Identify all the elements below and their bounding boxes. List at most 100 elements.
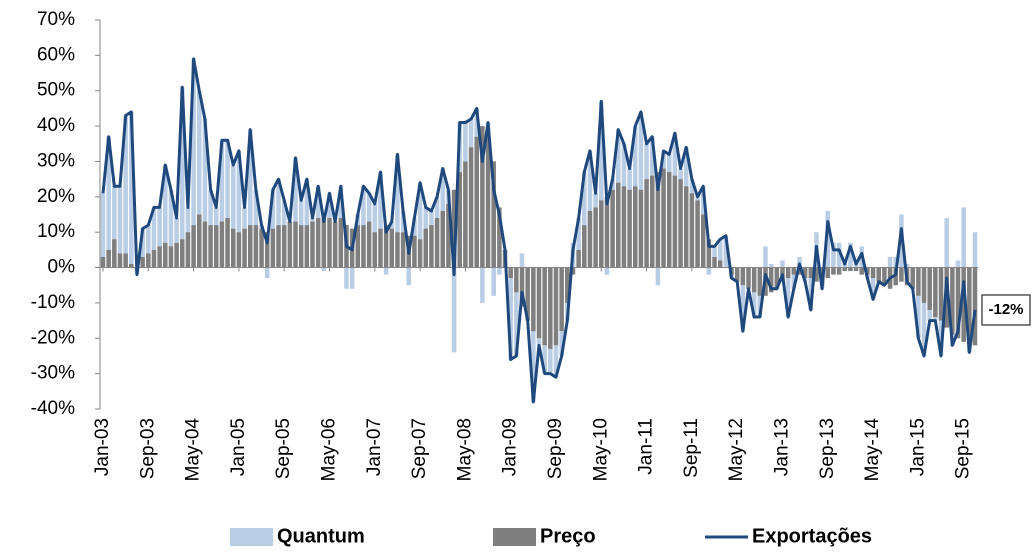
preco-bar bbox=[180, 239, 185, 268]
preco-bar bbox=[666, 172, 672, 268]
preco-bar bbox=[853, 267, 859, 272]
export-line bbox=[101, 57, 977, 404]
preco-bar bbox=[632, 186, 638, 268]
quantum-bar bbox=[230, 164, 236, 229]
quantum-bar bbox=[276, 179, 281, 226]
legend-label: Exportações bbox=[752, 525, 872, 547]
preco-bar bbox=[463, 161, 468, 268]
preco-bar bbox=[281, 225, 287, 268]
preco-bar bbox=[553, 267, 559, 346]
preco-bar bbox=[536, 267, 542, 339]
quantum-bar bbox=[298, 200, 304, 226]
preco-bar bbox=[213, 225, 219, 268]
x-tick-label: Jan-13 bbox=[771, 418, 792, 476]
preco-bar bbox=[638, 189, 644, 268]
preco-bar bbox=[712, 256, 717, 268]
preco-bar bbox=[191, 225, 196, 268]
quantum-bar bbox=[429, 210, 434, 226]
quantum-bar bbox=[327, 193, 332, 219]
preco-bar bbox=[163, 242, 168, 268]
preco-bar bbox=[757, 267, 763, 296]
quantum-bar bbox=[712, 246, 717, 257]
quantum-bar bbox=[666, 154, 672, 173]
preco-bar bbox=[423, 228, 429, 268]
quantum-bar bbox=[497, 267, 502, 275]
y-tick-label: -20% bbox=[31, 327, 75, 348]
preco-bar bbox=[146, 253, 151, 268]
preco-bar bbox=[270, 228, 276, 268]
quantum-bar bbox=[163, 164, 168, 243]
preco-bar bbox=[802, 267, 808, 279]
quantum-bar bbox=[174, 218, 179, 243]
preco-bar bbox=[587, 210, 593, 268]
quantum-bar bbox=[717, 239, 723, 261]
quantum-bar bbox=[576, 218, 581, 250]
quantum-bar bbox=[213, 207, 219, 226]
preco-bar bbox=[593, 207, 598, 268]
preco-bar bbox=[525, 267, 530, 321]
preco-bar bbox=[123, 253, 128, 268]
preco-bar bbox=[785, 267, 791, 279]
preco-bar bbox=[655, 172, 661, 268]
quantum-bar bbox=[751, 292, 757, 318]
quantum-bar bbox=[780, 260, 785, 268]
y-tick-label: 0% bbox=[48, 257, 76, 278]
preco-bar bbox=[797, 267, 802, 275]
preco-bar bbox=[366, 221, 372, 268]
quantum-bar bbox=[689, 179, 695, 194]
preco-bar bbox=[253, 225, 259, 268]
x-tick-label: May-14 bbox=[862, 418, 883, 482]
quantum-bar bbox=[140, 228, 145, 257]
quantum-bar bbox=[706, 267, 712, 275]
quantum-bar bbox=[281, 200, 287, 226]
preco-bar bbox=[310, 221, 315, 268]
quantum-bar bbox=[361, 186, 366, 226]
quantum-bar bbox=[417, 182, 423, 240]
preco-bar bbox=[542, 267, 547, 346]
preco-bar bbox=[876, 267, 882, 282]
preco-bar bbox=[508, 267, 513, 279]
preco-bar bbox=[202, 221, 208, 268]
x-tick-label: May-10 bbox=[590, 418, 611, 481]
quantum-bar bbox=[723, 235, 729, 268]
preco-bar bbox=[485, 133, 491, 268]
preco-bar bbox=[287, 221, 293, 268]
x-tick-label: May-08 bbox=[454, 418, 475, 481]
y-tick-label: 10% bbox=[37, 221, 75, 242]
preco-bar bbox=[808, 267, 814, 279]
preco-bar bbox=[582, 225, 587, 268]
preco-bar bbox=[706, 239, 712, 268]
preco-bar bbox=[117, 253, 123, 268]
quantum-bar bbox=[225, 140, 230, 219]
preco-bar bbox=[972, 267, 978, 346]
quantum-bar bbox=[349, 267, 355, 289]
quantum-bar bbox=[270, 189, 276, 229]
preco-bar bbox=[751, 267, 757, 293]
quantum-bar bbox=[740, 285, 746, 332]
y-tick-label: 70% bbox=[37, 9, 75, 30]
preco-bar bbox=[395, 232, 400, 268]
preco-bar bbox=[621, 186, 627, 268]
quantum-bar bbox=[604, 267, 610, 275]
quantum-bar bbox=[423, 207, 429, 229]
preco-bar bbox=[168, 246, 174, 268]
x-tick-label: Sep-11 bbox=[681, 418, 702, 478]
quantum-bar bbox=[372, 203, 378, 233]
preco-bar bbox=[678, 179, 683, 268]
preco-bar bbox=[921, 267, 927, 303]
legend-swatch bbox=[230, 528, 273, 546]
quantum-bar bbox=[406, 267, 412, 286]
preco-bar bbox=[559, 267, 564, 332]
preco-bar bbox=[831, 267, 836, 275]
preco-bar bbox=[315, 218, 321, 268]
quantum-bar bbox=[548, 348, 553, 374]
quantum-bar bbox=[366, 193, 372, 222]
preco-bar bbox=[140, 256, 145, 268]
x-tick-label: Jan-07 bbox=[364, 418, 385, 476]
preco-bar bbox=[672, 175, 678, 268]
quantum-bar bbox=[559, 331, 564, 356]
quantum-bar bbox=[293, 157, 298, 222]
preco-bar bbox=[576, 249, 581, 268]
x-tick-label: Jan-15 bbox=[907, 418, 928, 476]
quantum-bar bbox=[638, 111, 644, 190]
